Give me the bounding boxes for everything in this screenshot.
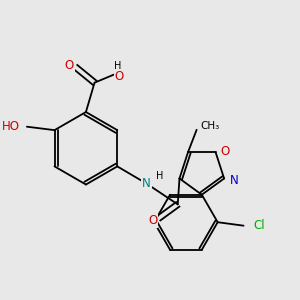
Text: N: N [230, 174, 238, 187]
Text: O: O [65, 59, 74, 72]
Text: O: O [148, 214, 157, 227]
Text: O: O [115, 70, 124, 83]
Text: O: O [220, 145, 230, 158]
Text: H: H [114, 61, 122, 71]
Text: HO: HO [2, 120, 20, 133]
Text: H: H [156, 171, 164, 181]
Text: CH₃: CH₃ [201, 121, 220, 130]
Text: N: N [142, 177, 151, 190]
Text: Cl: Cl [253, 219, 265, 232]
